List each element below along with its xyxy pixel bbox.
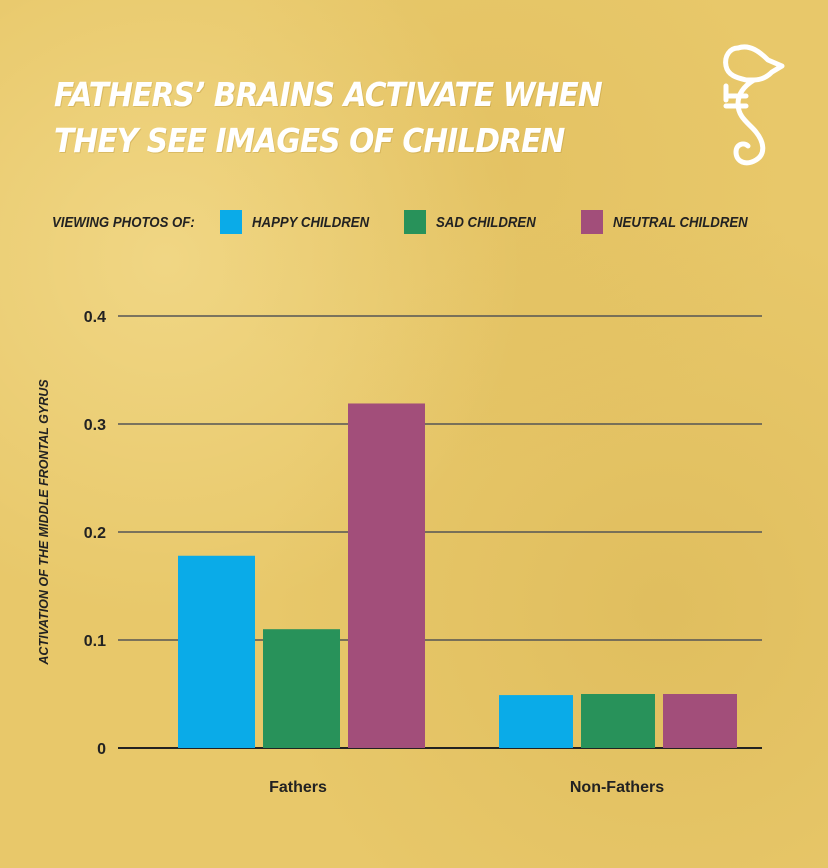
chart-title-line-2: THEY SEE IMAGES OF CHILDREN [54,121,565,160]
x-category-label-fathers: Fathers [269,779,327,796]
seahorse-logo-icon [723,44,785,166]
legend-label-happy: HAPPY CHILDREN [252,214,370,231]
chart-title: FATHERS’ BRAINS ACTIVATE WHEN THEY SEE I… [54,72,612,164]
legend-label-neutral: NEUTRAL CHILDREN [613,214,748,231]
bar-fathers-neutral [348,403,425,748]
chart-title-line-1: FATHERS’ BRAINS ACTIVATE WHEN [54,75,603,114]
legend-swatch-sad [404,210,426,234]
y-tick-label-0: 0 [97,741,106,758]
legend-title: VIEWING PHOTOS OF: [52,214,195,231]
x-category-label-non-fathers: Non-Fathers [570,779,664,796]
y-tick-label-0.1: 0.1 [84,633,106,650]
bar-layer [178,403,737,748]
legend-label-sad: SAD CHILDREN [436,214,536,231]
bar-non-fathers-neutral [663,694,737,748]
legend-swatch-neutral [581,210,603,234]
y-axis-label: ACTIVATION OF THE MIDDLE FRONTAL GYRUS [37,379,51,666]
y-tick-label-0.2: 0.2 [84,525,106,542]
bar-fathers-happy [178,555,255,748]
bar-non-fathers-sad [581,694,655,748]
label-layer: 0 0.1 0.2 0.3 0.4 Fathers Non-Fathers [84,309,664,796]
legend-swatch-happy [220,210,242,234]
chart-legend: VIEWING PHOTOS OF: HAPPY CHILDREN SAD CH… [52,210,772,236]
y-tick-label-0.4: 0.4 [84,309,106,326]
y-tick-label-0.3: 0.3 [84,417,106,434]
bar-fathers-sad [263,629,340,748]
bar-non-fathers-happy [499,695,573,748]
